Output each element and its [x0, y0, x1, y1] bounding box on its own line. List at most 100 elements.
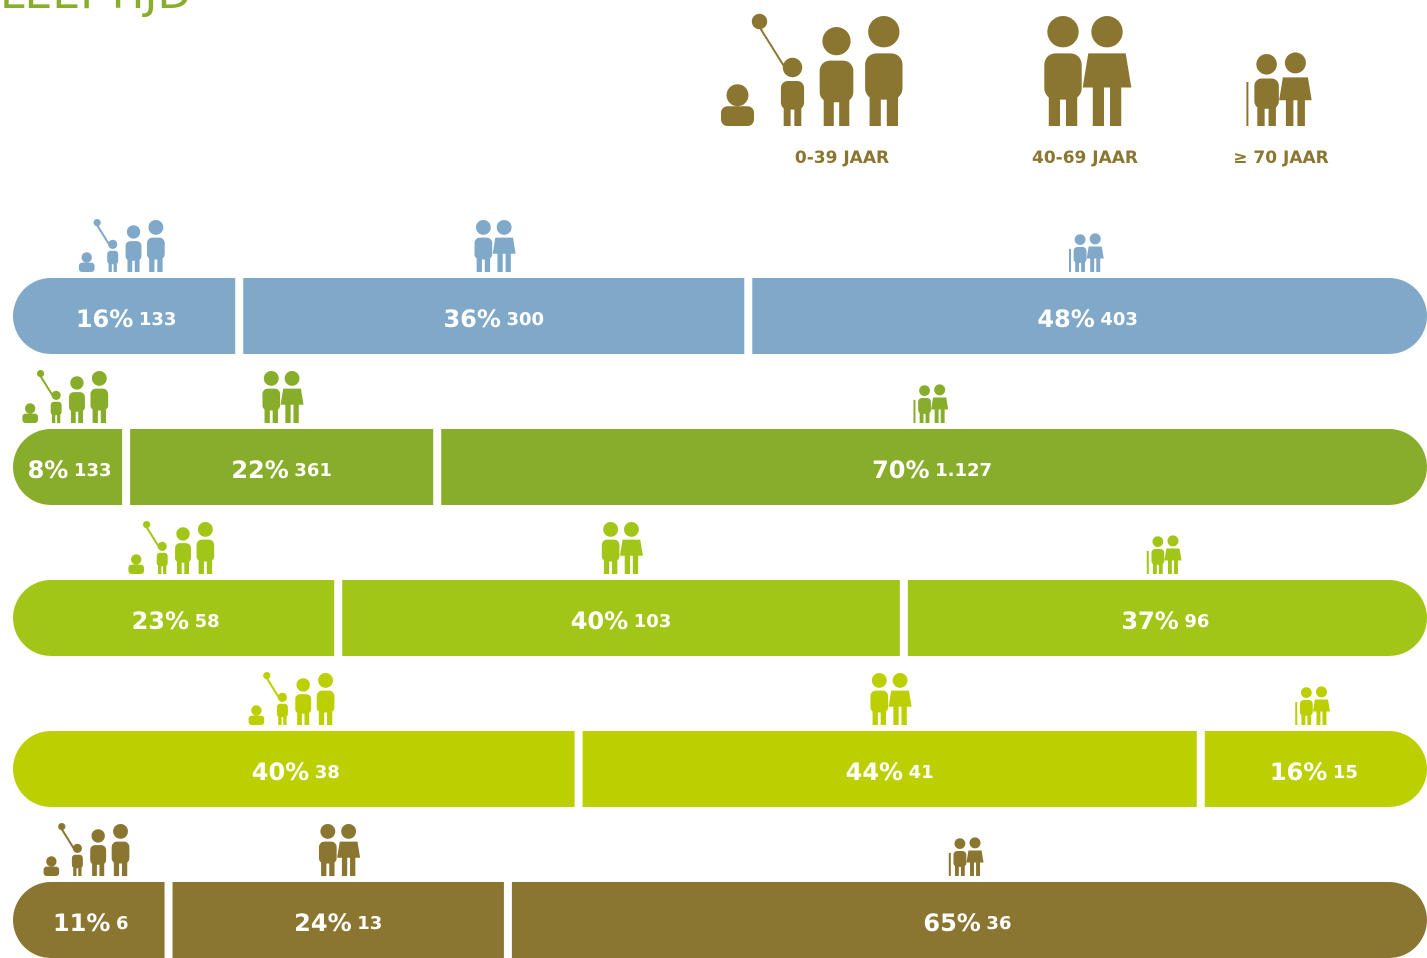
- icon-body: [966, 850, 984, 863]
- icon-leg: [934, 407, 939, 423]
- icon-head: [341, 824, 357, 839]
- icon-leg: [1268, 97, 1276, 126]
- icon-leg: [73, 863, 77, 876]
- age-icon: [248, 671, 335, 725]
- data-label: 24% 13: [294, 909, 382, 937]
- bar-segment: [13, 278, 236, 354]
- icon-leg: [1257, 97, 1265, 126]
- icon-leg: [78, 863, 82, 876]
- age-icon: [43, 822, 130, 876]
- icon-leg: [783, 98, 791, 126]
- icon-leg: [297, 706, 302, 725]
- data-label: 36% 300: [443, 305, 544, 333]
- icon-head: [126, 225, 141, 239]
- icon-head: [91, 829, 105, 843]
- icon-leg: [1081, 256, 1085, 272]
- icon-leg: [893, 704, 899, 725]
- bar-segment: [342, 580, 900, 656]
- icon-head: [70, 376, 84, 390]
- icon-head: [1300, 687, 1312, 698]
- percent-label: 65%: [923, 909, 980, 937]
- icon-leg: [108, 259, 112, 272]
- legend-label: 0-39 JAAR: [795, 148, 889, 168]
- icon-string: [60, 828, 76, 851]
- icon-head: [72, 843, 82, 853]
- icon-string: [265, 677, 281, 700]
- icon-leg: [1297, 96, 1305, 126]
- icon-body: [492, 237, 516, 254]
- icon-head: [284, 371, 300, 386]
- icon-leg: [318, 704, 325, 725]
- icon-baby: [46, 856, 57, 867]
- icon-leg: [476, 251, 482, 272]
- icon-leg: [1075, 256, 1080, 272]
- icon-leg: [970, 860, 974, 876]
- percent-label: 40%: [571, 607, 628, 635]
- icon-leg: [100, 402, 107, 423]
- age-icon: [262, 371, 304, 423]
- icon-body: [888, 690, 912, 707]
- icon-head: [1089, 233, 1101, 245]
- chart-title: LEEFTIJD: [0, 0, 191, 19]
- icon-leg: [1158, 558, 1163, 574]
- count-label: 96: [1184, 611, 1209, 632]
- age-icon: [318, 824, 361, 876]
- icon-leg: [134, 253, 140, 272]
- bar-row: [13, 882, 1427, 958]
- age-icon: [78, 218, 165, 272]
- bar-segment: [172, 882, 504, 958]
- bar-segment: [13, 429, 123, 505]
- bar-segment: [1204, 731, 1427, 807]
- data-label: 40% 103: [571, 607, 672, 635]
- data-label: 37% 96: [1121, 607, 1209, 635]
- icon-balloon: [58, 822, 66, 831]
- icon-leg: [976, 860, 981, 876]
- icon-head: [954, 838, 966, 849]
- icon-balloon: [263, 671, 271, 680]
- data-label: 22% 361: [231, 456, 332, 484]
- age-icon: [128, 520, 215, 574]
- count-label: 15: [1333, 762, 1358, 783]
- icon-balloon: [93, 218, 101, 227]
- icon-leg: [176, 555, 182, 574]
- icon-head: [113, 824, 128, 839]
- icon-leg: [326, 704, 333, 725]
- icon-head: [318, 673, 333, 688]
- icon-leg: [206, 553, 213, 574]
- age-icon: [870, 673, 912, 725]
- data-label: 8% 133: [28, 456, 112, 484]
- icon-leg: [960, 860, 965, 876]
- icon-leg: [1096, 256, 1101, 272]
- data-label: 65% 36: [923, 909, 1011, 937]
- icon-leg: [157, 251, 163, 272]
- icon-leg: [839, 86, 850, 126]
- icon-balloon: [751, 13, 768, 30]
- icon-baby: [128, 564, 145, 574]
- icon-leg: [92, 402, 98, 423]
- icon-leg: [603, 553, 610, 574]
- age-icon: [1146, 535, 1182, 574]
- icon-head: [197, 522, 213, 537]
- icon-leg: [955, 860, 959, 876]
- icon-leg: [99, 857, 105, 876]
- icon-leg: [70, 404, 76, 423]
- icon-head: [822, 27, 851, 56]
- percent-label: 11%: [53, 909, 110, 937]
- icon-leg: [940, 407, 945, 423]
- icon-head: [782, 57, 803, 78]
- bar-segment: [752, 278, 1427, 354]
- icon-baby: [81, 252, 92, 263]
- icon-leg: [293, 402, 299, 423]
- icon-leg: [127, 253, 133, 272]
- count-label: 403: [1100, 309, 1138, 330]
- icon-leg: [919, 407, 924, 423]
- icon-leg: [632, 553, 639, 574]
- icon-head: [157, 541, 167, 551]
- icon-leg: [1065, 82, 1078, 126]
- bar-segment: [511, 882, 1427, 958]
- icon-baby: [721, 106, 754, 126]
- bar-segment: [13, 882, 165, 958]
- bar-segment: [441, 429, 1427, 505]
- icon-leg: [285, 402, 291, 423]
